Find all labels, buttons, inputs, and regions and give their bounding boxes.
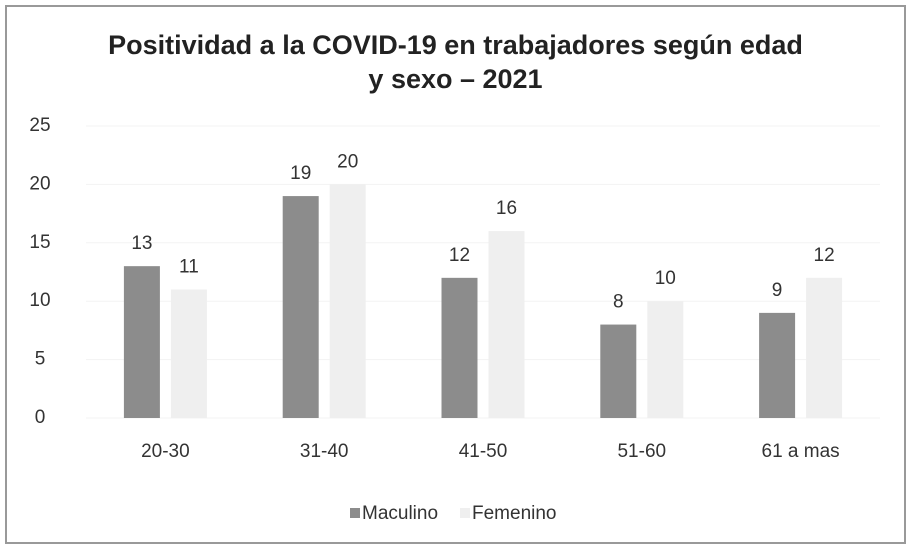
- bar: [123, 266, 160, 418]
- data-label: 10: [655, 268, 676, 289]
- bar: [759, 312, 796, 418]
- data-label: 12: [814, 245, 835, 266]
- bar: [600, 324, 637, 418]
- y-tick-label: 10: [29, 290, 50, 311]
- data-label: 19: [290, 163, 311, 184]
- legend-label: Femenino: [472, 503, 557, 524]
- chart-border: [5, 5, 906, 544]
- y-tick-label: 15: [29, 232, 50, 253]
- bar: [488, 231, 525, 418]
- bar: [806, 277, 843, 418]
- data-label: 20: [337, 151, 358, 172]
- x-tick-label: 51-60: [617, 441, 666, 462]
- chart-title: Positividad a la COVID-19 en trabajadore…: [108, 30, 803, 94]
- x-tick-label: 61 a mas: [762, 441, 840, 462]
- data-label: 12: [449, 245, 470, 266]
- y-tick-label: 25: [29, 115, 50, 136]
- bar: [329, 184, 366, 418]
- data-label: 16: [496, 198, 517, 219]
- data-label: 13: [131, 233, 152, 254]
- x-tick-label: 20-30: [141, 441, 190, 462]
- y-tick-label: 20: [29, 173, 50, 194]
- data-label: 9: [772, 280, 783, 301]
- bar: [170, 289, 207, 418]
- y-tick-label: 0: [35, 407, 46, 428]
- bar: [441, 277, 478, 418]
- legend-swatch: [460, 508, 470, 518]
- y-tick-label: 5: [35, 349, 46, 370]
- bar: [647, 301, 684, 418]
- x-tick-label: 31-40: [300, 441, 349, 462]
- bar: [282, 196, 319, 418]
- legend-swatch: [350, 508, 360, 518]
- legend-label: Maculino: [362, 503, 438, 524]
- x-tick-label: 41-50: [459, 441, 508, 462]
- data-label: 11: [179, 257, 199, 278]
- data-label: 8: [613, 292, 624, 313]
